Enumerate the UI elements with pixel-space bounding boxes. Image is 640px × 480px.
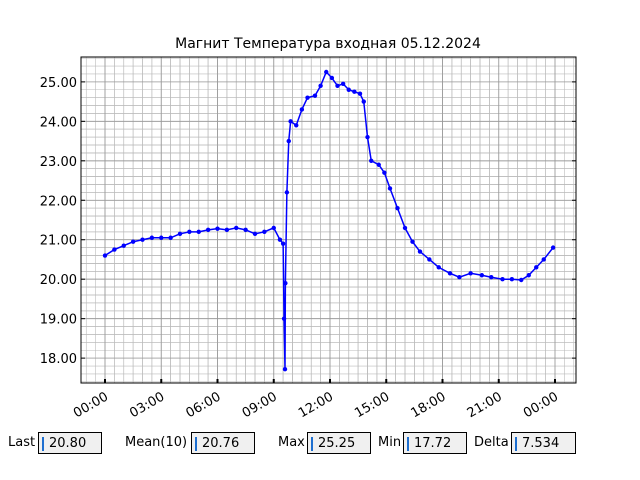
data-point — [402, 225, 408, 231]
stat-label: Min — [378, 435, 402, 450]
stat-label: Last — [8, 435, 36, 450]
data-point — [130, 239, 136, 244]
data-point — [352, 89, 357, 94]
x-tick-label: 00:00 — [521, 389, 561, 421]
data-point — [387, 186, 393, 191]
data-point — [102, 253, 108, 258]
x-tick-label: 03:00 — [127, 389, 167, 421]
stat-field[interactable]: 7.534 — [511, 432, 576, 454]
y-tick-label: 25.00 — [40, 76, 77, 91]
data-point — [395, 205, 400, 211]
x-tick-label: 15:00 — [352, 389, 392, 421]
y-tick-label: 22.00 — [40, 194, 77, 209]
data-point — [234, 225, 239, 231]
x-tick-label: 06:00 — [184, 389, 224, 421]
data-point — [299, 107, 305, 112]
stat-field[interactable]: 20.80 — [38, 432, 102, 454]
data-line — [104, 70, 554, 370]
data-point — [519, 277, 524, 283]
data-point — [361, 99, 366, 104]
stat-label: Max — [278, 435, 305, 450]
data-point — [305, 95, 310, 100]
data-point — [196, 229, 201, 235]
data-point — [410, 239, 415, 244]
stat-label: Mean(10) — [125, 435, 188, 450]
data-point — [382, 170, 387, 175]
data-point — [340, 81, 346, 87]
data-point — [509, 277, 515, 282]
x-tick-label: 12:00 — [296, 389, 336, 421]
data-point — [149, 235, 155, 240]
data-point — [534, 265, 539, 270]
data-point — [177, 231, 183, 237]
data-point — [447, 271, 453, 276]
stat-field[interactable]: 25.25 — [307, 432, 371, 454]
data-point — [262, 229, 267, 235]
data-point — [121, 243, 126, 248]
data-point — [369, 158, 374, 163]
data-point — [541, 257, 546, 262]
data-point — [357, 91, 363, 96]
data-point — [324, 69, 329, 75]
data-point — [159, 235, 164, 240]
data-point — [376, 162, 381, 167]
data-point — [312, 93, 318, 98]
data-point — [417, 249, 423, 254]
data-point — [280, 241, 286, 246]
data-point — [140, 237, 145, 242]
data-point — [288, 119, 293, 124]
data-point — [286, 138, 291, 144]
data-point — [252, 231, 258, 237]
data-point — [436, 265, 441, 270]
data-point — [112, 247, 117, 252]
y-tick-label: 18.00 — [40, 352, 77, 367]
x-tick-label: 00:00 — [71, 389, 111, 421]
data-point — [294, 123, 299, 128]
data-point — [283, 280, 288, 286]
data-point — [215, 226, 220, 231]
data-point — [224, 227, 230, 233]
data-point — [277, 237, 283, 242]
y-tick-label: 24.00 — [40, 115, 77, 130]
x-tick-label: 09:00 — [240, 389, 280, 421]
y-tick-label: 21.00 — [40, 234, 77, 249]
y-tick-label: 20.00 — [40, 273, 77, 288]
data-point — [282, 366, 288, 372]
plot-frame — [80, 56, 577, 384]
x-tick-label: 21:00 — [465, 389, 505, 421]
data-point — [205, 227, 211, 233]
chart-title: Магнит Температура входная 05.12.2024 — [175, 36, 481, 52]
data-point — [318, 83, 323, 89]
stat-field[interactable]: 20.76 — [191, 432, 255, 454]
data-point — [500, 277, 505, 282]
data-point — [346, 87, 351, 92]
y-tick-label: 19.00 — [40, 313, 77, 328]
data-point — [489, 275, 494, 280]
data-point — [427, 257, 432, 262]
data-point — [526, 273, 531, 278]
data-point — [365, 134, 370, 140]
data-point — [468, 271, 473, 276]
data-point — [479, 273, 485, 278]
stat-label: Delta — [474, 435, 509, 450]
data-point — [329, 75, 335, 81]
data-point — [457, 275, 462, 280]
y-tick-label: 23.00 — [40, 155, 77, 170]
data-point — [335, 83, 340, 89]
chart: Магнит Температура входная 05.12.2024 18… — [40, 36, 577, 421]
data-point — [187, 229, 192, 235]
data-point — [550, 245, 556, 250]
stat-field[interactable]: 17.72 — [403, 432, 467, 454]
data-point — [284, 190, 290, 195]
data-point — [168, 235, 173, 240]
data-point — [281, 316, 287, 321]
data-point — [243, 227, 248, 233]
data-point — [271, 225, 276, 231]
x-tick-label: 18:00 — [409, 389, 449, 421]
